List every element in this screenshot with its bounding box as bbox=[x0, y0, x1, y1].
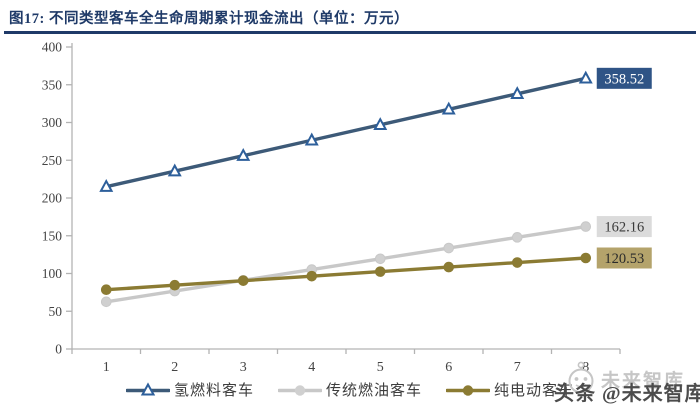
figure-title: 图17: 不同类型客车全生命周期累计现金流出（单位：万元） bbox=[9, 11, 409, 27]
data-point-marker bbox=[441, 101, 456, 115]
data-point-marker bbox=[374, 266, 386, 277]
series-line-2 bbox=[104, 256, 588, 292]
legend-label-0: 氢燃料客车 bbox=[173, 383, 254, 399]
end-value-label-box bbox=[596, 216, 652, 238]
data-point-marker bbox=[167, 163, 182, 177]
x-tick-label: 2 bbox=[171, 360, 178, 375]
data-point-marker bbox=[443, 261, 455, 273]
data-point-marker bbox=[100, 284, 112, 296]
y-tick-label: 300 bbox=[42, 115, 63, 130]
y-tick-label: 200 bbox=[42, 191, 63, 206]
y-tick-label: 400 bbox=[42, 40, 63, 55]
data-point-marker bbox=[510, 86, 525, 100]
data-point-marker bbox=[100, 296, 112, 308]
chart-legend: 氢燃料客车 传统燃油客车 纯电动客车 bbox=[0, 379, 700, 400]
x-tick-label: 6 bbox=[445, 360, 452, 375]
x-tick-label: 5 bbox=[377, 360, 384, 375]
data-point-marker bbox=[511, 257, 523, 268]
data-point-marker bbox=[443, 242, 455, 254]
end-value-label-box bbox=[596, 247, 652, 269]
series-line-0 bbox=[104, 76, 588, 189]
x-tick-label: 1 bbox=[103, 360, 110, 375]
data-point-marker bbox=[306, 270, 318, 282]
x-tick-label: 3 bbox=[240, 360, 247, 375]
data-point-marker bbox=[99, 178, 114, 192]
legend-item-1: 传统燃油客车 bbox=[277, 379, 422, 400]
data-point-marker bbox=[580, 221, 592, 232]
legend-label-2: 纯电动客车 bbox=[494, 383, 575, 399]
y-tick-label: 0 bbox=[55, 342, 62, 357]
legend-marker-icon bbox=[446, 384, 490, 396]
end-value-label: 120.53 bbox=[604, 251, 644, 267]
data-point-marker bbox=[374, 253, 386, 265]
data-point-marker bbox=[373, 117, 388, 130]
data-point-marker bbox=[304, 132, 319, 146]
data-point-marker bbox=[580, 252, 592, 264]
end-value-label: 162.16 bbox=[604, 220, 644, 236]
data-point-marker bbox=[169, 279, 181, 291]
legend-marker-icon bbox=[277, 384, 322, 396]
data-point-marker bbox=[578, 70, 593, 84]
data-point-marker bbox=[237, 275, 249, 286]
y-tick-label: 100 bbox=[42, 266, 63, 281]
x-tick-label: 7 bbox=[514, 360, 521, 375]
title-divider bbox=[4, 31, 696, 34]
y-tick-label: 150 bbox=[42, 228, 63, 243]
x-tick-label: 4 bbox=[308, 360, 315, 375]
series-line-1 bbox=[104, 224, 588, 304]
legend-marker-icon bbox=[125, 381, 170, 395]
y-tick-label: 350 bbox=[42, 77, 63, 92]
y-tick-label: 250 bbox=[42, 153, 63, 168]
end-value-label: 358.52 bbox=[604, 71, 644, 87]
legend-item-2: 纯电动客车 bbox=[446, 379, 574, 400]
y-tick-label: 50 bbox=[49, 304, 63, 319]
legend-item-0: 氢燃料客车 bbox=[125, 379, 254, 400]
data-point-marker bbox=[236, 148, 251, 161]
x-tick-label: 8 bbox=[582, 360, 589, 375]
end-value-label-box bbox=[596, 67, 652, 89]
data-point-marker bbox=[511, 232, 523, 243]
legend-label-1: 传统燃油客车 bbox=[325, 383, 422, 399]
